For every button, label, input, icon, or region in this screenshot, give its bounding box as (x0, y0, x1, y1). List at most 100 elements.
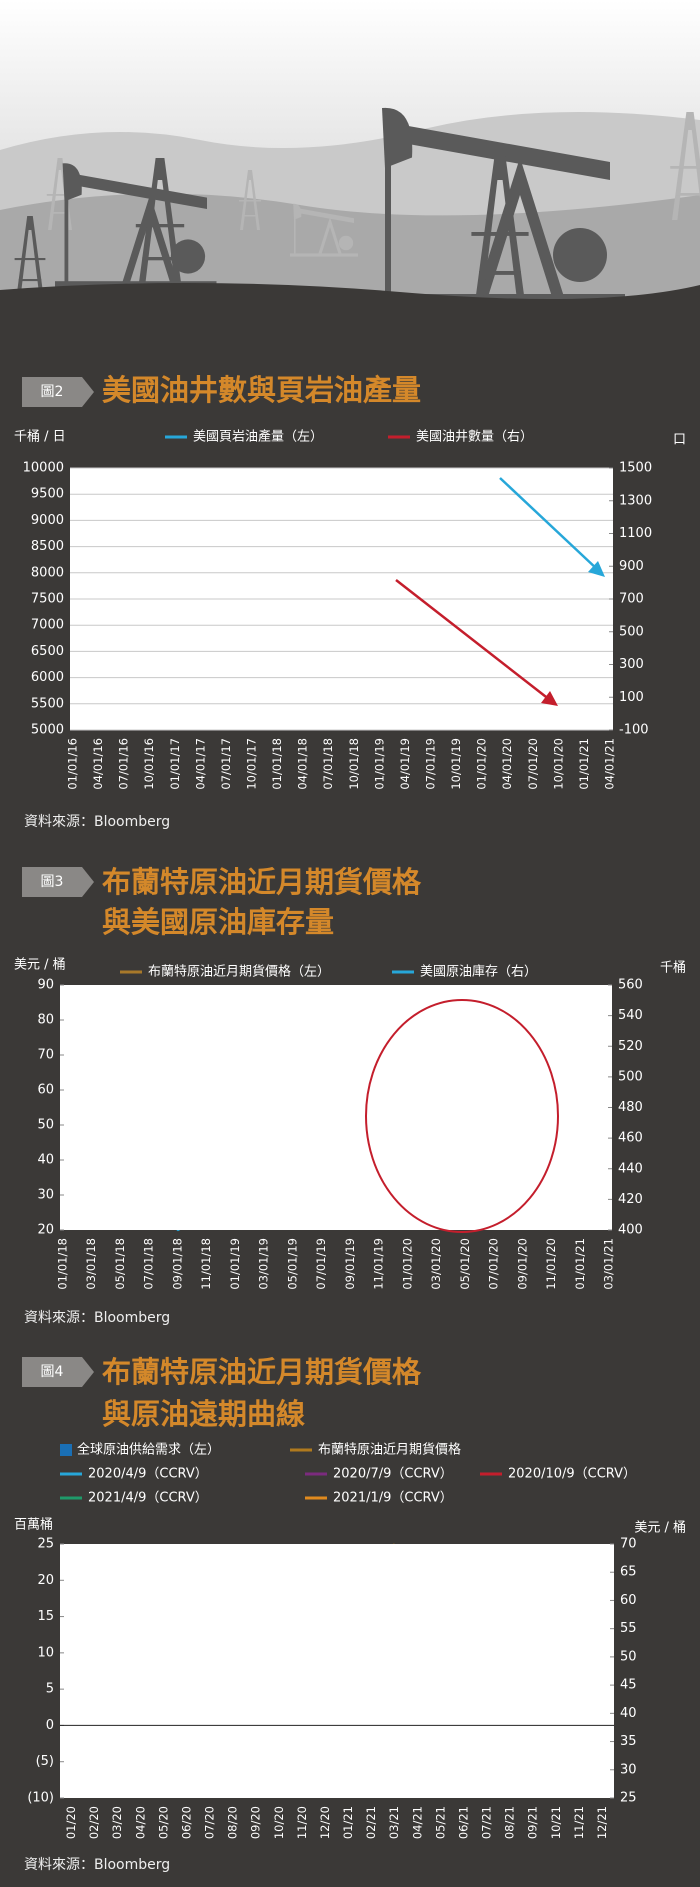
y-tick-label: 8500 (31, 539, 64, 554)
y2-tick-label: 30 (620, 1762, 637, 1777)
x-tick-label: 03/20 (110, 1806, 124, 1839)
x-tick-label: 09/21 (526, 1806, 540, 1839)
source-note: 資料來源：Bloomberg (24, 1857, 170, 1873)
x-tick-label: 01/01/17 (168, 738, 182, 790)
y2-tick-label: 70 (620, 1537, 637, 1552)
figure-tag (22, 1357, 94, 1387)
x-tick-label: 10/01/16 (142, 738, 156, 790)
arrow-head (541, 691, 558, 706)
legend-label: 布蘭特原油近月期貨價格（左） (148, 964, 330, 980)
y-tick-label: 50 (37, 1118, 54, 1133)
legend-label: 全球原油供給需求（左） (77, 1442, 220, 1458)
legend-swatch (60, 1444, 72, 1456)
x-tick-label: 01/01/20 (400, 1238, 414, 1290)
plot-area (60, 985, 612, 1230)
legend-label: 美國頁岩油產量（左） (193, 429, 323, 445)
y-tick-label: 5 (46, 1682, 54, 1697)
figure-tag-label: 圖3 (41, 874, 64, 890)
x-tick-label: 01/20 (64, 1806, 78, 1839)
y-tick-label: 5500 (31, 696, 64, 711)
x-tick-label: 10/01/17 (245, 738, 259, 790)
x-tick-label: 06/21 (456, 1806, 470, 1839)
y-tick-label: 8000 (31, 565, 64, 580)
y-tick-label: 5000 (31, 723, 64, 738)
y2-tick-label: 35 (620, 1734, 637, 1749)
y-tick-label: 60 (37, 1083, 54, 1098)
x-tick-label: 09/20 (249, 1806, 263, 1839)
x-tick-label: 01/01/18 (56, 1238, 70, 1290)
x-tick-label: 04/01/19 (398, 738, 412, 790)
y-tick-label: 25 (37, 1537, 54, 1552)
x-tick-label: 04/01/17 (193, 738, 207, 790)
chart-title: 與美國原油庫存量 (102, 905, 334, 939)
x-tick-label: 04/20 (133, 1806, 147, 1839)
x-tick-label: 10/01/18 (347, 738, 361, 790)
y2-tick-label: 500 (619, 624, 644, 639)
x-tick-label: 11/01/20 (544, 1238, 558, 1290)
x-tick-label: 05/20 (156, 1806, 170, 1839)
y2-tick-label: 440 (618, 1161, 643, 1176)
y2-tick-label: 50 (620, 1649, 637, 1664)
y2-tick-label: 1100 (619, 526, 652, 541)
y2-tick-label: 65 (620, 1565, 637, 1580)
x-tick-label: 07/01/20 (526, 738, 540, 790)
y-tick-label: 70 (37, 1048, 54, 1063)
x-tick-label: 02/20 (87, 1806, 101, 1839)
x-tick-label: 02/21 (364, 1806, 378, 1839)
y-tick-label: 7500 (31, 592, 64, 607)
x-tick-label: 07/01/19 (314, 1238, 328, 1290)
y-tick-label: 0 (46, 1718, 54, 1733)
x-tick-label: 10/01/20 (551, 738, 565, 790)
x-tick-label: 09/01/18 (170, 1238, 184, 1290)
y-tick-label: 20 (37, 1573, 54, 1588)
x-tick-label: 01/01/19 (228, 1238, 242, 1290)
y2-tick-label: 520 (618, 1039, 643, 1054)
figure-tag (22, 867, 94, 897)
y2-tick-label: 560 (618, 978, 643, 993)
y2-tick-label: 900 (619, 559, 644, 574)
x-tick-label: 01/01/20 (475, 738, 489, 790)
y-tick-label: 6000 (31, 670, 64, 685)
legend-label: 2020/7/9（CCRV） (333, 1467, 453, 1482)
x-tick-label: 12/20 (318, 1806, 332, 1839)
x-tick-label: 09/01/20 (515, 1238, 529, 1290)
legend-label: 美國油井數量（右） (416, 430, 533, 445)
plot-area (60, 1544, 614, 1798)
x-tick-label: 07/01/18 (142, 1238, 156, 1290)
y2-axis-label: 千桶 (660, 961, 686, 976)
x-tick-label: 07/21 (480, 1806, 494, 1839)
x-tick-label: 01/01/19 (372, 738, 386, 790)
y2-tick-label: 540 (618, 1008, 643, 1023)
chart-title: 美國油井數與頁岩油產量 (102, 373, 421, 407)
x-tick-label: 12/21 (595, 1806, 609, 1839)
legend-label: 2021/4/9（CCRV） (88, 1491, 208, 1506)
y2-tick-label: 60 (620, 1593, 637, 1608)
y2-axis-label: 口 (673, 433, 686, 448)
source-note: 資料來源：Bloomberg (24, 814, 170, 830)
y2-tick-label: 55 (620, 1621, 637, 1636)
x-tick-label: 03/01/18 (84, 1238, 98, 1290)
x-tick-label: 07/01/17 (219, 738, 233, 790)
x-tick-label: 01/01/21 (577, 738, 591, 790)
x-tick-label: 05/01/20 (458, 1238, 472, 1290)
y2-tick-label: 1500 (619, 461, 652, 476)
y2-tick-label: -100 (619, 723, 649, 738)
y2-tick-label: 460 (618, 1131, 643, 1146)
y2-tick-label: 25 (620, 1791, 637, 1806)
y-axis-label: 美元 / 桶 (14, 958, 66, 973)
legend-label: 2020/4/9（CCRV） (88, 1467, 208, 1482)
x-tick-label: 03/01/20 (429, 1238, 443, 1290)
x-tick-label: 10/21 (549, 1806, 563, 1839)
x-tick-label: 04/21 (410, 1806, 424, 1839)
y2-tick-label: 480 (618, 1100, 643, 1115)
y-tick-label: 10 (37, 1645, 54, 1660)
x-tick-label: 08/20 (226, 1806, 240, 1839)
y-tick-label: 6500 (31, 644, 64, 659)
y2-tick-label: 400 (618, 1223, 643, 1238)
legend-label: 2021/1/9（CCRV） (333, 1491, 453, 1506)
x-tick-label: 06/20 (179, 1806, 193, 1839)
x-tick-label: 07/20 (203, 1806, 217, 1839)
figure-tag-label: 圖2 (41, 384, 64, 400)
y-axis-label: 百萬桶 (14, 1518, 53, 1533)
x-tick-label: 01/01/16 (66, 738, 80, 790)
